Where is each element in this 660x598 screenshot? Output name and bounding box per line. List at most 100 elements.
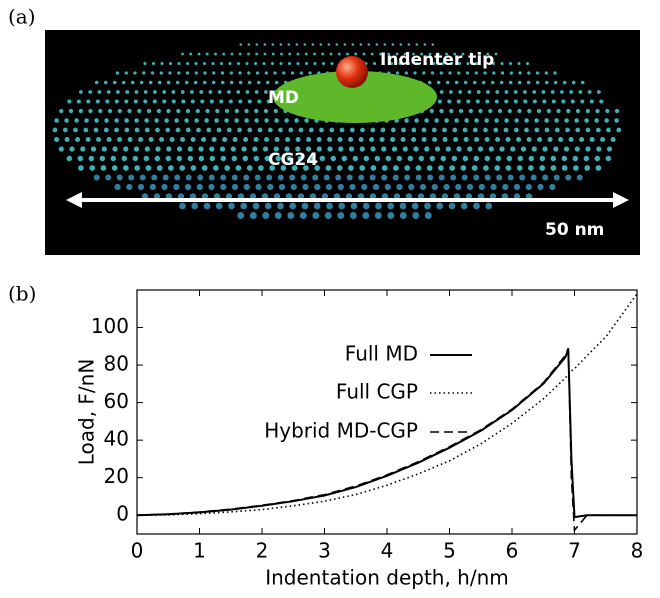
atom (277, 202, 284, 210)
atom (245, 61, 249, 66)
atom (429, 155, 436, 162)
atom (527, 71, 531, 75)
atom (159, 137, 165, 142)
atom (319, 155, 326, 162)
atom (220, 71, 225, 75)
atom (79, 90, 83, 94)
atom (211, 80, 216, 85)
atom (604, 118, 609, 123)
atom (362, 202, 370, 210)
atom (463, 80, 468, 85)
atom (395, 71, 400, 75)
atom (285, 137, 291, 142)
atom (395, 52, 399, 56)
atom (286, 155, 293, 162)
atom (408, 183, 415, 191)
atom (219, 146, 226, 152)
atom (270, 61, 275, 66)
atom (185, 108, 191, 114)
atom (528, 155, 535, 162)
atom (154, 155, 161, 162)
atom (151, 174, 158, 181)
atom (537, 183, 544, 191)
atom (420, 52, 424, 56)
atom (463, 137, 469, 142)
atom (311, 43, 315, 46)
atom (576, 174, 583, 181)
atom (585, 108, 590, 114)
atom (330, 61, 334, 66)
atom (77, 155, 84, 162)
atom (124, 127, 130, 133)
atom (236, 61, 241, 66)
atom (465, 71, 470, 75)
atom (528, 165, 534, 171)
atom (513, 183, 521, 191)
atom (594, 155, 601, 162)
atom (204, 118, 209, 123)
atom (156, 108, 161, 114)
atom (381, 165, 388, 171)
atom (456, 99, 461, 104)
atom (294, 118, 299, 123)
atom (200, 99, 205, 104)
atom (553, 80, 558, 85)
atom (264, 155, 271, 162)
atom (605, 108, 610, 114)
atom (413, 146, 419, 152)
atom (387, 202, 395, 210)
atom (579, 137, 585, 142)
atom (114, 183, 121, 191)
atom (255, 52, 259, 56)
atom (561, 165, 568, 171)
atom (478, 183, 485, 191)
atom (144, 118, 149, 123)
atom (527, 108, 532, 114)
atom (572, 155, 579, 162)
atom (398, 61, 402, 66)
atom (316, 146, 322, 152)
atom (561, 99, 566, 104)
atom (171, 99, 176, 104)
atom (303, 43, 307, 46)
atom (476, 90, 481, 94)
atom (573, 165, 579, 171)
atom (62, 127, 68, 133)
atom (337, 52, 341, 56)
atom (267, 183, 274, 191)
atom (168, 61, 173, 66)
atom (391, 146, 398, 152)
atom (198, 146, 204, 152)
atom (304, 52, 308, 56)
atom (224, 118, 229, 123)
atom (539, 155, 546, 162)
atom (262, 212, 270, 219)
atom (126, 183, 133, 191)
x-tick-label: 4 (381, 539, 394, 563)
atom (258, 165, 264, 171)
atom (206, 127, 212, 133)
atom (181, 52, 184, 56)
atom (502, 183, 509, 191)
atom (494, 118, 499, 123)
atom (509, 71, 513, 75)
atom (132, 155, 139, 162)
atom (393, 165, 399, 171)
atom (426, 165, 433, 171)
atom (219, 61, 224, 66)
atom (227, 90, 231, 94)
atom (269, 165, 276, 171)
atom (460, 165, 467, 171)
atom (452, 127, 458, 133)
atom (477, 146, 484, 152)
atom (209, 146, 215, 152)
atom (174, 118, 179, 123)
atom (587, 90, 592, 94)
atom (189, 52, 193, 56)
y-tick-label: 60 (104, 389, 129, 413)
atom (314, 165, 321, 171)
atom (83, 127, 89, 133)
atom (324, 212, 332, 219)
atom (298, 127, 304, 133)
